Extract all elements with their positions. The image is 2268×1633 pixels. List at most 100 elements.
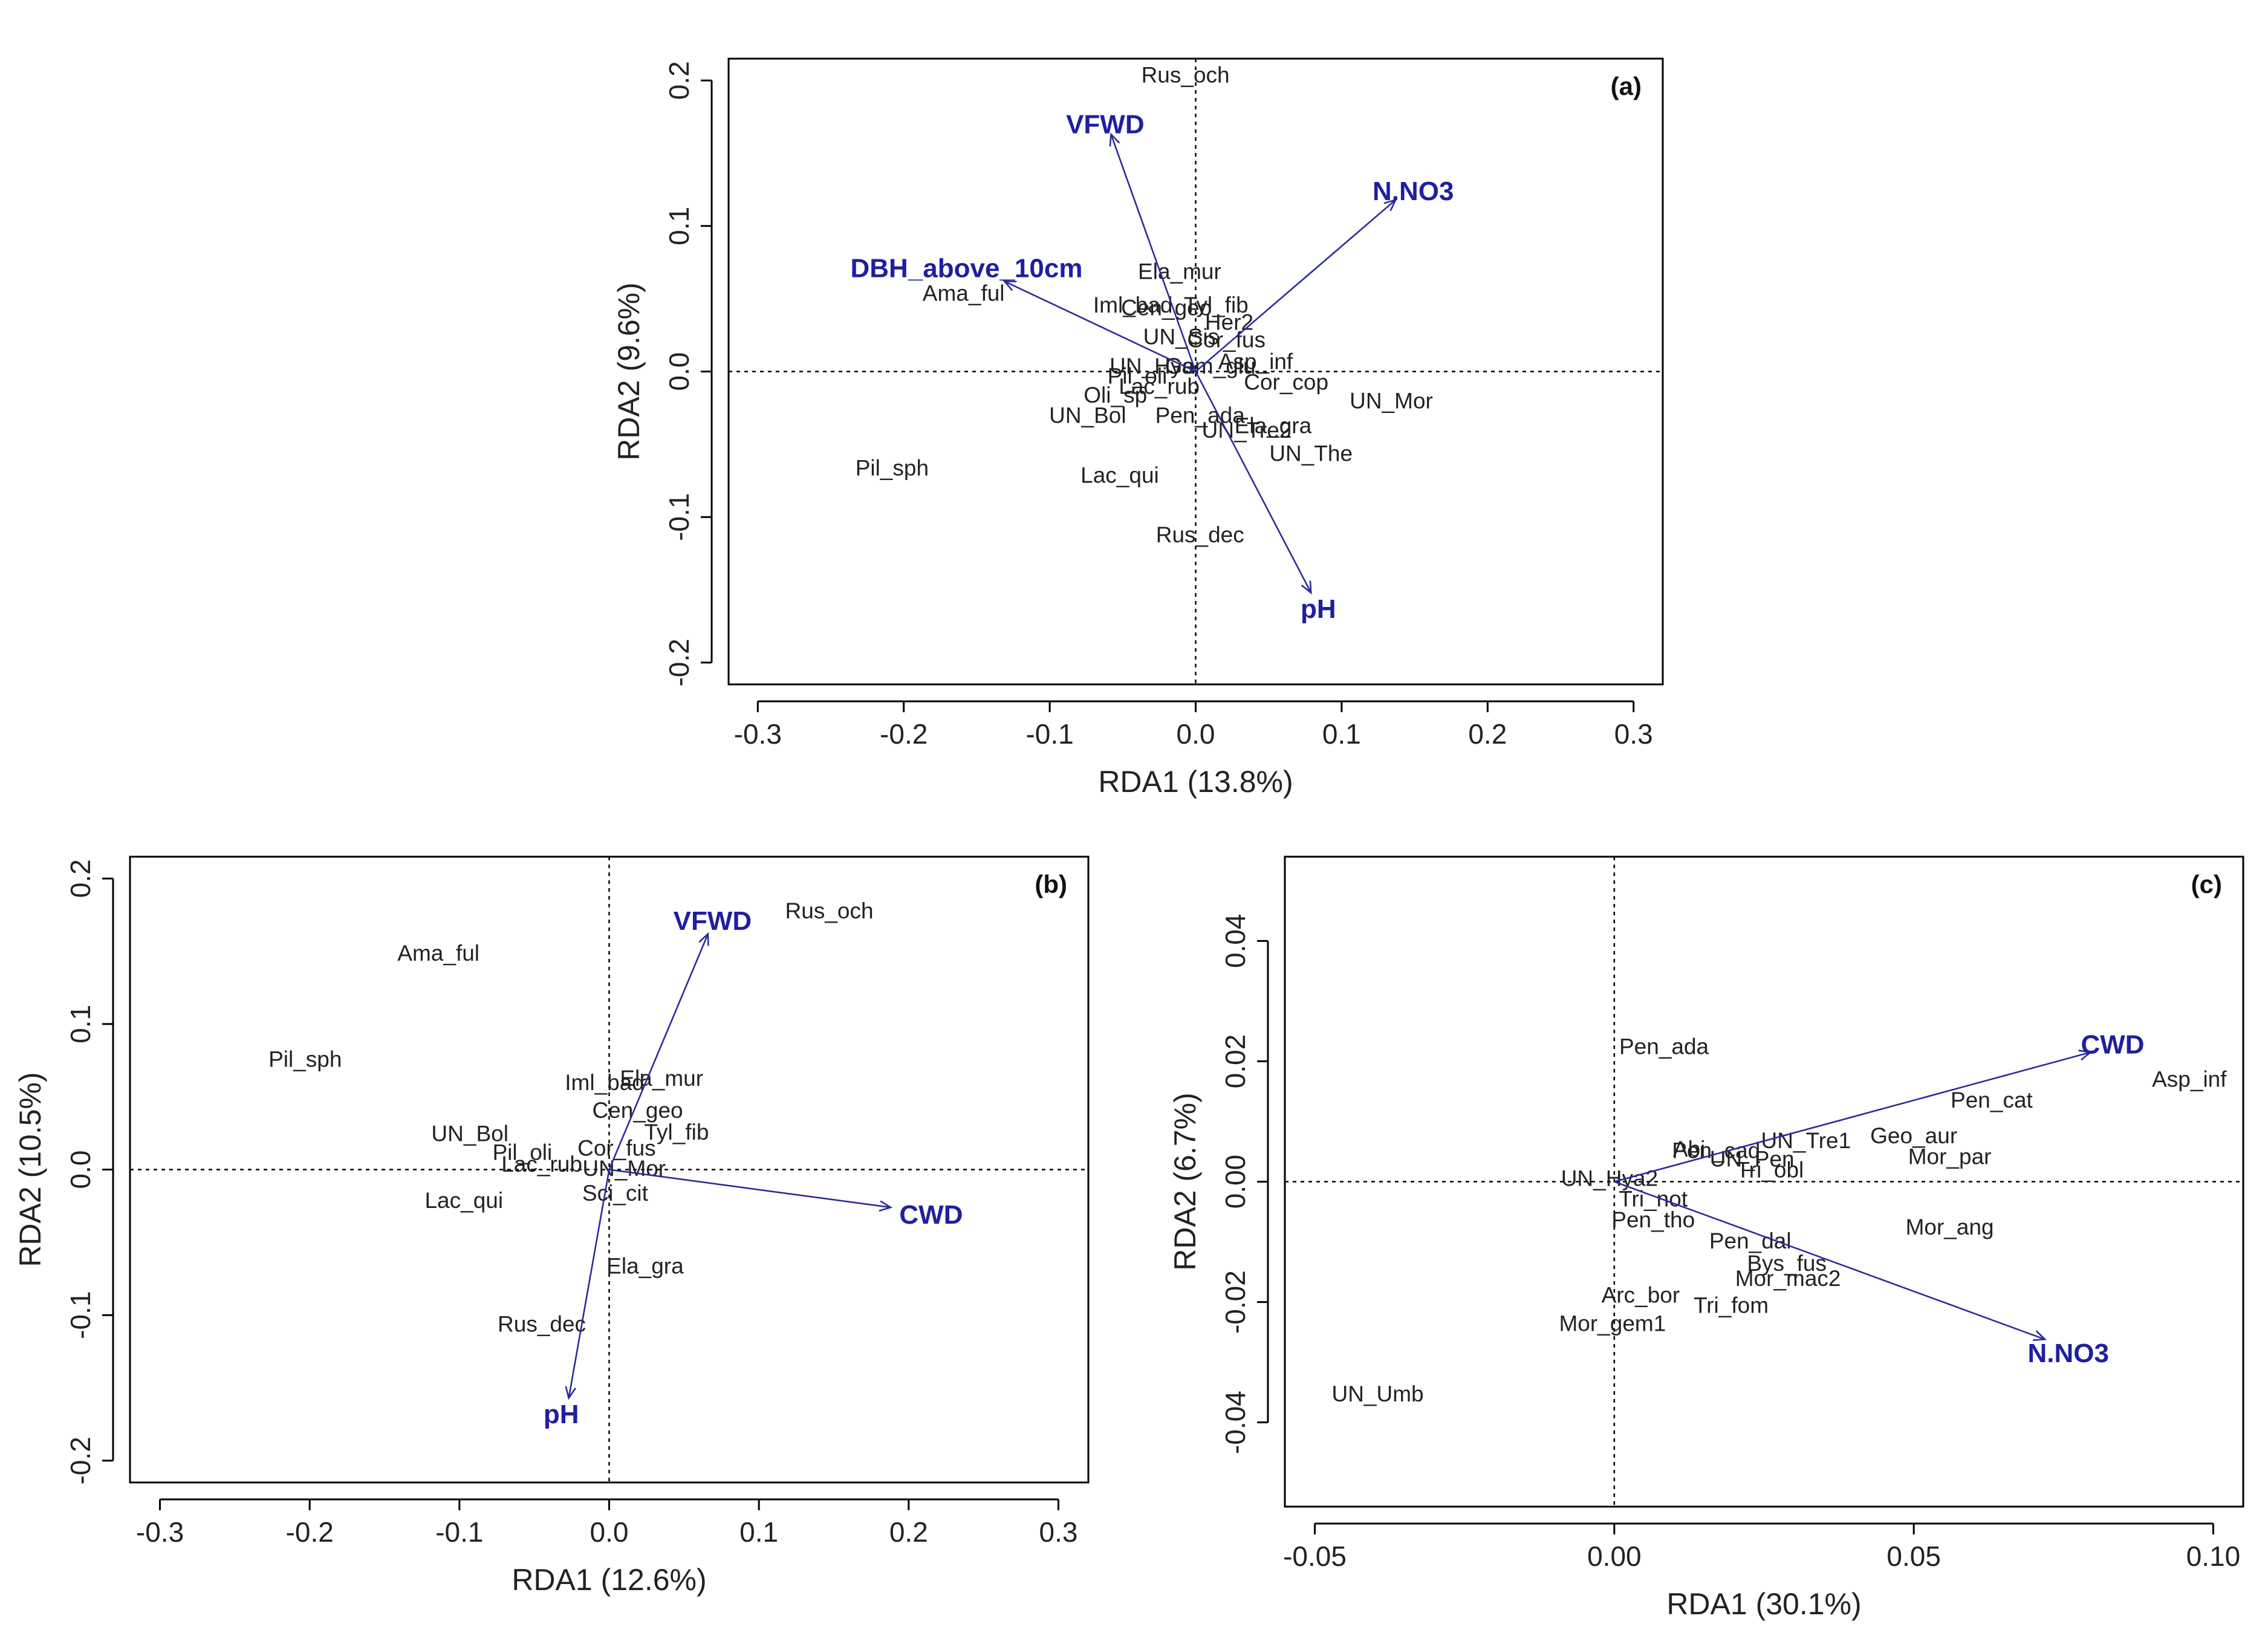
species-label-cor-cop: Cor_cop <box>1244 369 1328 394</box>
species-label-pil-sph: Pil_sph <box>268 1047 342 1072</box>
species-label-ela-mur: Ela_mur <box>1138 259 1221 284</box>
species-label-pen-cat: Pen_cat <box>1951 1088 2033 1112</box>
species-label-lac-qui: Lac_qui <box>1080 463 1159 487</box>
species-label-ama-ful: Ama_ful <box>397 941 479 966</box>
x-tick-label: 0.2 <box>1468 718 1507 750</box>
env-arrow-cwd <box>1614 1051 2091 1183</box>
env-label-vfwd: VFWD <box>1066 109 1145 139</box>
env-label-n-no3: N.NO3 <box>1373 177 1454 206</box>
panel-label: (c) <box>2191 870 2222 898</box>
y-tick-label: 0.2 <box>65 859 96 898</box>
y-tick-label: 0.02 <box>1220 1034 1251 1089</box>
species-label-rus-dec: Rus_dec <box>1156 522 1244 547</box>
species-label-abi: Abi <box>1673 1137 1705 1161</box>
x-axis-title: RDA1 (30.1%) <box>1666 1587 1861 1621</box>
y-tick-label: -0.04 <box>1220 1391 1251 1454</box>
species-label-rus-och: Rus_och <box>1142 62 1230 87</box>
env-label-ph: pH <box>1301 594 1336 624</box>
env-arrowhead-ph <box>1301 580 1312 595</box>
x-tick-label: -0.3 <box>734 718 782 750</box>
species-label-lac-rub: Lac_rub <box>501 1152 582 1177</box>
y-tick-label: -0.2 <box>65 1437 96 1484</box>
species-label-un-hya2: UN_Hya2 <box>1561 1166 1658 1191</box>
x-tick-label: 0.05 <box>1886 1540 1941 1572</box>
env-arrow-dbh-above-10cm <box>1004 281 1197 372</box>
x-tick-label: -0.3 <box>136 1516 184 1548</box>
x-tick-label: -0.2 <box>286 1516 334 1548</box>
species-label-tyl-fib: Tyl_fib <box>1184 293 1249 317</box>
x-axis-title: RDA1 (13.8%) <box>1098 765 1293 799</box>
y-tick-label: 0.2 <box>663 61 695 100</box>
species-label-rus-och: Rus_och <box>785 898 874 923</box>
species-label-ama-ful: Ama_ful <box>923 281 1005 306</box>
species-label-mor-gem1: Mor_gem1 <box>1559 1311 1666 1336</box>
env-arrow-vfwd <box>608 933 709 1170</box>
env-label-dbh-above-10cm: DBH_above_10cm <box>851 254 1083 284</box>
species-label-iml-bad: Iml_bad <box>1093 293 1173 317</box>
species-label-un-hya: UN_Hya <box>1110 354 1194 378</box>
species-label-cor-fus: Cor_fus <box>1187 328 1266 352</box>
env-arrow-n-no3 <box>1195 199 1397 372</box>
panel-a-rda-biplot: -0.3 -0.2 -0.1 0.0 0.1 0.2 0.3 RDA1 (13.8%) -0.2… <box>612 57 1664 799</box>
y-tick-label: 0.0 <box>663 352 695 391</box>
species-label-ela-gra: Ela_gra <box>606 1253 684 1278</box>
species-label-mor-par: Mor_par <box>1908 1144 1992 1169</box>
env-arrow-ph <box>1195 371 1312 593</box>
y-axis-title: RDA2 (6.7%) <box>1168 1092 1202 1271</box>
species-label-sci-cit: Sci_cit <box>582 1181 649 1206</box>
env-arrow-n-no3 <box>1614 1181 2045 1340</box>
y-tick-label: 0.0 <box>65 1151 96 1189</box>
species-label-un-mor: UN_Mor <box>582 1156 666 1181</box>
species-label-cen-geo: Cen_geo <box>1121 296 1212 320</box>
env-label-n-no3: N.NO3 <box>2027 1339 2108 1368</box>
species-label-pil-sph: Pil_sph <box>856 455 929 480</box>
species-label-mor-mac2: Mor_mac2 <box>1735 1266 1841 1291</box>
env-arrowhead-n-no3 <box>2033 1330 2047 1341</box>
env-arrow-vfwd <box>1110 134 1197 372</box>
y-tick-label: -0.1 <box>663 493 695 541</box>
y-axis-title: RDA2 (9.6%) <box>612 282 646 461</box>
x-tick-label: -0.1 <box>1025 718 1073 750</box>
y-tick-label: 0.1 <box>663 207 695 245</box>
panel-label: (a) <box>1611 72 1642 100</box>
species-label-pen-ada: Pen_ada <box>1155 403 1246 428</box>
x-tick-label: 0.0 <box>1177 718 1215 750</box>
y-axis-title: RDA2 (10.5%) <box>13 1072 47 1267</box>
x-tick-label: 0.0 <box>590 1516 629 1548</box>
env-arrowhead-vfwd <box>1109 132 1120 147</box>
species-label-asp-inf: Asp_inf <box>1218 349 1293 374</box>
species-label-lac-rub: Lac_rub <box>1119 374 1200 399</box>
species-label-pen-cad: Pen_cad <box>1672 1138 1760 1163</box>
species-label-tri-fom: Tri_fom <box>1694 1293 1769 1318</box>
species-label-pen-ada: Pen_ada <box>1619 1034 1709 1059</box>
x-tick-label: 0.3 <box>1039 1516 1077 1548</box>
species-label-gom-glu: Gom_glu <box>1165 354 1256 378</box>
x-tick-label: 0.3 <box>1614 718 1653 750</box>
species-label-ela-gra: Ela_gra <box>1235 414 1312 438</box>
x-tick-label: -0.2 <box>880 718 928 750</box>
env-arrowhead-cwd <box>2078 1050 2093 1061</box>
species-label-pil-oli: Pil_oli <box>1108 364 1168 389</box>
x-tick-label: 0.00 <box>1587 1540 1642 1572</box>
env-label-cwd: CWD <box>2081 1030 2144 1060</box>
species-label-cor-fus: Cor_fus <box>577 1135 656 1160</box>
y-tick-label: 0.1 <box>65 1005 96 1044</box>
species-label-ela-mur: Ela_mur <box>620 1066 703 1091</box>
y-tick-label: 0.00 <box>1220 1155 1251 1209</box>
y-tick-label: 0.04 <box>1220 914 1251 969</box>
x-tick-label: 0.2 <box>889 1516 928 1548</box>
species-label-un-tre2: UN_Tre2 <box>1202 418 1292 443</box>
species-label-un-tre1: UN_Tre1 <box>1761 1128 1851 1153</box>
species-label-tyl-fib: Tyl_fib <box>644 1120 709 1144</box>
y-tick-label: -0.1 <box>65 1291 96 1339</box>
x-tick-label: -0.05 <box>1283 1540 1347 1572</box>
y-tick-label: -0.2 <box>663 638 695 686</box>
species-label-un-bol: UN_Bol <box>1049 403 1126 428</box>
env-arrowhead-ph <box>565 1386 576 1400</box>
panel-label: (b) <box>1035 870 1067 898</box>
env-label-vfwd: VFWD <box>674 906 752 936</box>
species-label-un-pen: UN_Pen <box>1710 1147 1795 1172</box>
y-tick-label: -0.02 <box>1220 1270 1251 1334</box>
env-arrow-cwd <box>609 1169 891 1209</box>
